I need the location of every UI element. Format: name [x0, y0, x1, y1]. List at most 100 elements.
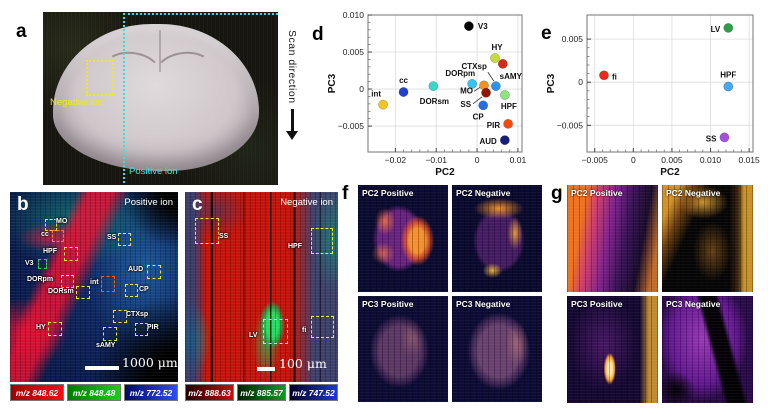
svg-text:−0.005: −0.005 [557, 120, 584, 130]
region-box-PIR [135, 323, 148, 336]
region-label-DORpm: DORpm [27, 276, 54, 283]
panel-g-pc3-negative-image: PC3 Negative [662, 296, 753, 403]
point-label-DORpm: DORpm [445, 69, 475, 78]
xlabel: PC2 [660, 167, 680, 178]
point-label-SS: SS [706, 134, 717, 143]
region-box-V3 [38, 259, 47, 269]
region-box-HY [48, 322, 62, 336]
panel-b-scalebar-text: 1000 μm [122, 355, 178, 370]
region-box-int [101, 276, 115, 292]
scan-direction: Scan direction [281, 30, 303, 140]
panel-f-grid: PC2 Positive PC2 Negative PC3 Positive P… [358, 185, 542, 402]
panel-g-pc2-negative-image: PC2 Negative [662, 185, 753, 292]
point-label-AUD: AUD [479, 137, 497, 146]
negative-ion-label: Negative ion [50, 97, 103, 108]
mz-swatch: m/z 848.48 [67, 384, 121, 401]
region-box-fi [311, 316, 334, 338]
point-label-fi: fi [612, 72, 617, 81]
region-label-DORsm: DORsm [48, 288, 74, 295]
svg-text:−0.005: −0.005 [582, 155, 609, 165]
brain-section-photo [53, 24, 259, 171]
region-label-sAMY: sAMY [96, 342, 116, 349]
point-HPF [723, 81, 734, 92]
region-label-int: int [90, 279, 99, 286]
point-label-HPF: HPF [720, 71, 736, 80]
panel-b-positive-ion-image: b Positive ion MO cc SS HPF V3 DORpm int AUD DOR… [10, 192, 178, 382]
point-label-HY: HY [491, 43, 503, 52]
point-HY [490, 53, 500, 63]
point-PIR [503, 119, 513, 129]
region-label-HPF: HPF [43, 248, 57, 255]
region-label-PIR: PIR [147, 324, 159, 331]
region-box-SS [195, 218, 219, 244]
quadrant-label: PC3 Positive [362, 298, 414, 309]
pc-scatter-d: −0.02 −0.01 0 0.01 0.010 0.005 0 −0.005 PC2 PC3 V3… [327, 10, 526, 178]
xlabel: PC2 [435, 167, 455, 178]
svg-text:−0.005: −0.005 [338, 121, 365, 131]
point-fi [599, 70, 609, 81]
point-label-sAMY: sAMY [500, 72, 523, 81]
point-SS [719, 132, 730, 143]
point-label-LV: LV [711, 25, 721, 34]
point-sAMY [497, 59, 508, 69]
point-AUD [499, 135, 510, 146]
svg-text:0.015: 0.015 [738, 155, 760, 165]
svg-text:−0.01: −0.01 [425, 155, 447, 165]
positive-ion-roi-box [123, 13, 278, 185]
quadrant-label: PC3 Negative [456, 298, 511, 309]
panel-f-pc2-negative-image: PC2 Negative [452, 185, 542, 292]
region-label-SS: SS [107, 234, 117, 241]
svg-text:0.005: 0.005 [661, 155, 683, 165]
quadrant-label: PC2 Negative [666, 188, 721, 198]
svg-text:0.010: 0.010 [343, 10, 365, 20]
point-SS [481, 87, 491, 98]
panel-c-negative-ion-image: c Negative ion SS HPF LV fi 100 μm [185, 192, 338, 382]
region-box-HPF [311, 228, 333, 254]
quadrant-label: PC3 Negative [666, 299, 721, 309]
region-box-CTXsp [113, 310, 127, 323]
region-box-CP [125, 284, 138, 297]
svg-text:−0.02: −0.02 [385, 155, 407, 165]
pc-scatter-e: −0.005 0 0.005 0.010 0.015 0.005 0 −0.005 PC2 PC3… [546, 14, 760, 178]
panel-b-mz-legend: m/z 848.62 m/z 848.48 m/z 772.52 [10, 384, 178, 401]
svg-text:0: 0 [475, 155, 480, 165]
mz-swatch: m/z 772.52 [124, 384, 178, 401]
svg-text:0.005: 0.005 [343, 47, 365, 57]
svg-text:0.010: 0.010 [700, 155, 722, 165]
point-cc [398, 87, 409, 97]
point-label-MO: MO [460, 86, 473, 95]
point-label-DORsm: DORsm [420, 97, 449, 106]
panel-b-region-layer: MO cc SS HPF V3 DORpm int AUD DORsm CP CTXsp HY PIR s… [10, 192, 178, 382]
point-label-PIR: PIR [487, 121, 501, 130]
panel-b-scalebar [85, 366, 119, 370]
panel-b-letter: b [17, 194, 29, 215]
quadrant-label: PC3 Positive [571, 299, 623, 309]
svg-text:0: 0 [359, 84, 364, 94]
point-CP [478, 100, 489, 111]
svg-text:0.005: 0.005 [562, 34, 584, 44]
panel-g-pc2-positive-image: PC2 Positive [567, 185, 658, 292]
ylabel: PC3 [327, 73, 338, 93]
region-box-LV [263, 319, 288, 344]
scan-direction-label: Scan direction [286, 30, 298, 104]
point-label-cc: cc [399, 76, 408, 85]
point-int [378, 99, 388, 110]
point-DORsm [428, 81, 439, 91]
ylabel: PC3 [546, 73, 557, 93]
quadrant-label: PC2 Positive [571, 188, 623, 198]
region-label-V3: V3 [25, 260, 34, 267]
panel-a-photo: Negative ion Positive ion [43, 12, 278, 185]
point-label-SS: SS [460, 100, 471, 109]
panel-c-letter: c [192, 194, 203, 215]
point-label-HPF: HPF [501, 102, 517, 111]
point-CTXsp [491, 81, 501, 91]
region-box-sAMY [103, 327, 117, 341]
mz-swatch: m/z 848.62 [10, 384, 64, 401]
mz-swatch: m/z 885.57 [237, 384, 286, 401]
negative-ion-roi-box [86, 60, 114, 96]
panel-c-title: Negative ion [280, 197, 333, 208]
midline [159, 30, 161, 72]
region-box-MO [45, 219, 57, 231]
point-label-CTXsp: CTXsp [462, 62, 487, 71]
